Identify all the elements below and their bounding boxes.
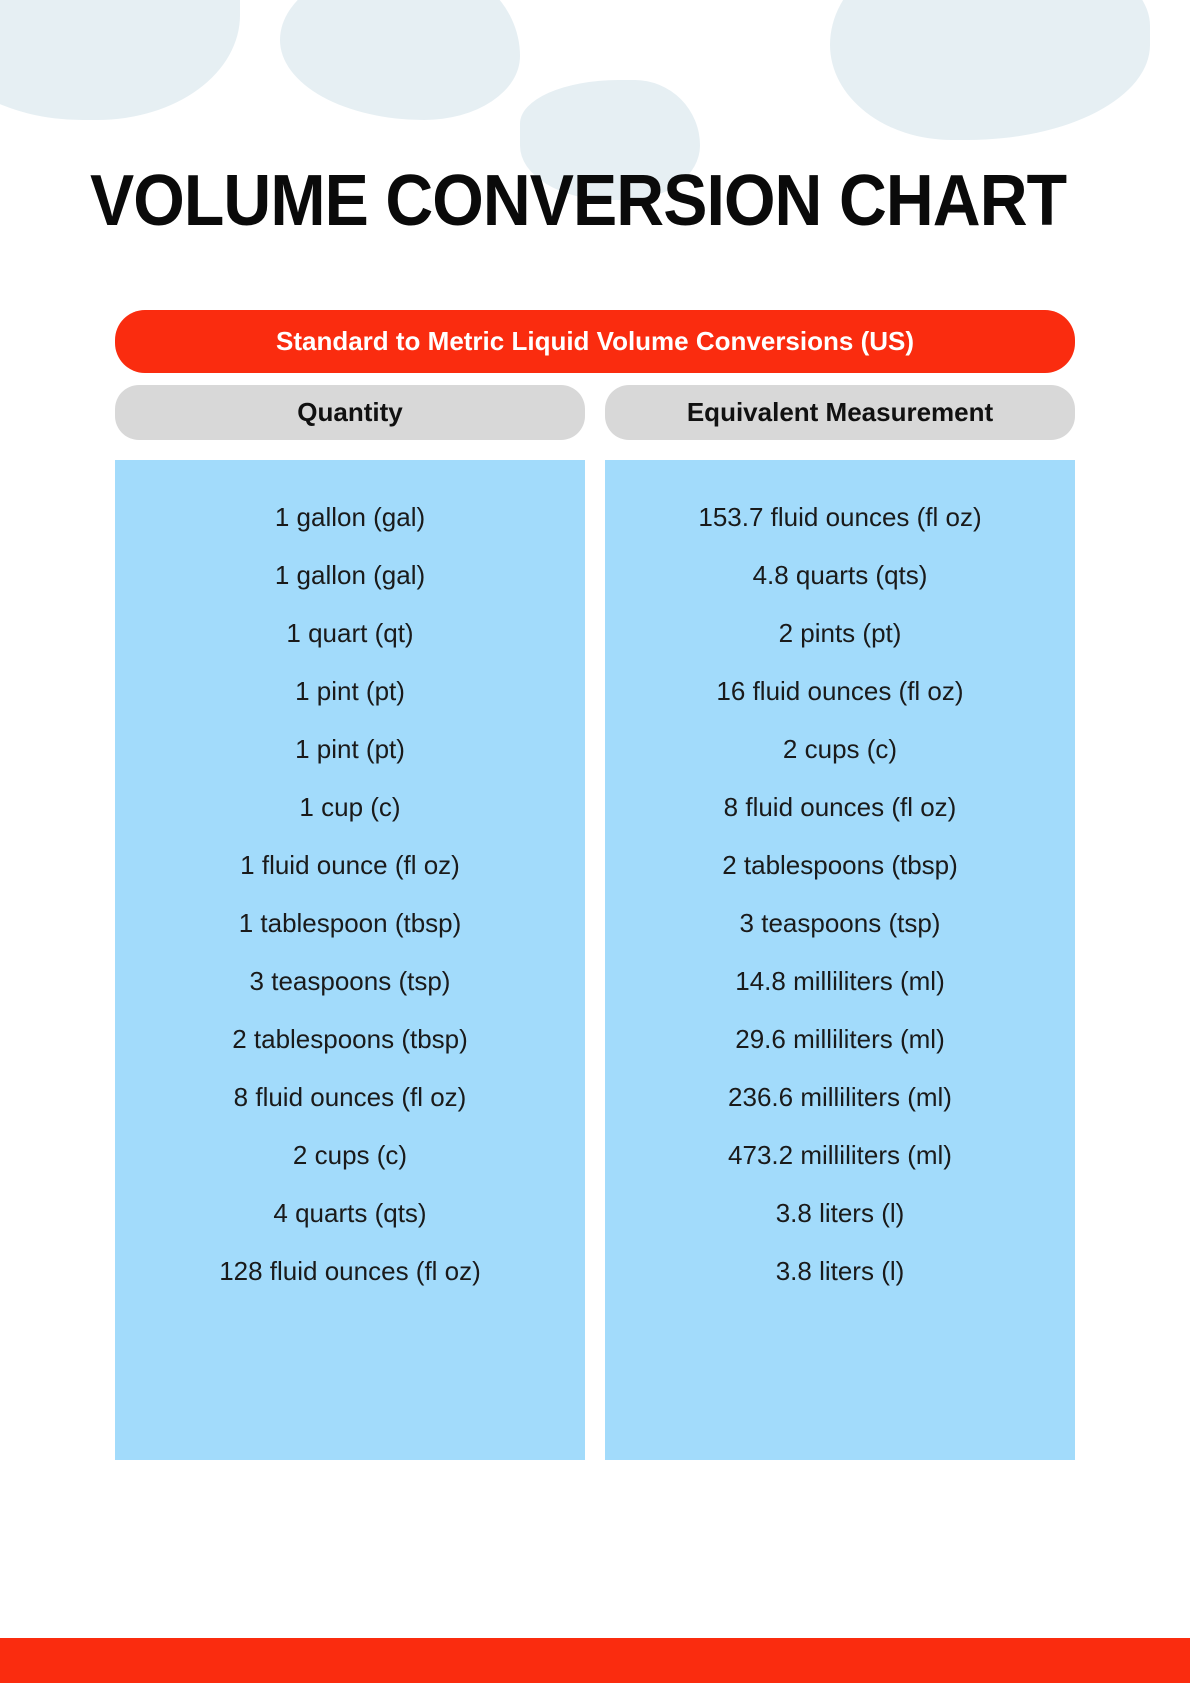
table-header-row: Quantity Equivalent Measurement (115, 385, 1075, 440)
equivalent-cell: 2 tablespoons (tbsp) (625, 836, 1055, 894)
equivalent-column: 153.7 fluid ounces (fl oz)4.8 quarts (qt… (605, 460, 1075, 1460)
quantity-cell: 1 cup (c) (135, 778, 565, 836)
equivalent-cell: 236.6 milliliters (ml) (625, 1068, 1055, 1126)
quantity-cell: 128 fluid ounces (fl oz) (135, 1242, 565, 1300)
equivalent-cell: 8 fluid ounces (fl oz) (625, 778, 1055, 836)
equivalent-cell: 29.6 milliliters (ml) (625, 1010, 1055, 1068)
equivalent-cell: 153.7 fluid ounces (fl oz) (625, 488, 1055, 546)
chart-container: Standard to Metric Liquid Volume Convers… (115, 310, 1075, 1460)
quantity-cell: 1 pint (pt) (135, 662, 565, 720)
quantity-cell: 4 quarts (qts) (135, 1184, 565, 1242)
table-data-row: 1 gallon (gal)1 gallon (gal)1 quart (qt)… (115, 460, 1075, 1460)
equivalent-cell: 473.2 milliliters (ml) (625, 1126, 1055, 1184)
equivalent-cell: 2 pints (pt) (625, 604, 1055, 662)
quantity-cell: 2 tablespoons (tbsp) (135, 1010, 565, 1068)
subtitle-bar: Standard to Metric Liquid Volume Convers… (115, 310, 1075, 373)
quantity-cell: 1 pint (pt) (135, 720, 565, 778)
equivalent-cell: 3 teaspoons (tsp) (625, 894, 1055, 952)
quantity-column: 1 gallon (gal)1 gallon (gal)1 quart (qt)… (115, 460, 585, 1460)
footer-bar (0, 1638, 1190, 1683)
equivalent-cell: 3.8 liters (l) (625, 1184, 1055, 1242)
quantity-cell: 3 teaspoons (tsp) (135, 952, 565, 1010)
equivalent-cell: 16 fluid ounces (fl oz) (625, 662, 1055, 720)
equivalent-cell: 14.8 milliliters (ml) (625, 952, 1055, 1010)
equivalent-cell: 3.8 liters (l) (625, 1242, 1055, 1300)
quantity-cell: 1 fluid ounce (fl oz) (135, 836, 565, 894)
page-title: VOLUME CONVERSION CHART (90, 160, 1066, 242)
quantity-cell: 1 gallon (gal) (135, 546, 565, 604)
quantity-cell: 2 cups (c) (135, 1126, 565, 1184)
quantity-cell: 1 gallon (gal) (135, 488, 565, 546)
equivalent-cell: 4.8 quarts (qts) (625, 546, 1055, 604)
column-header-equivalent: Equivalent Measurement (605, 385, 1075, 440)
column-header-quantity: Quantity (115, 385, 585, 440)
quantity-cell: 1 quart (qt) (135, 604, 565, 662)
equivalent-cell: 2 cups (c) (625, 720, 1055, 778)
quantity-cell: 8 fluid ounces (fl oz) (135, 1068, 565, 1126)
quantity-cell: 1 tablespoon (tbsp) (135, 894, 565, 952)
